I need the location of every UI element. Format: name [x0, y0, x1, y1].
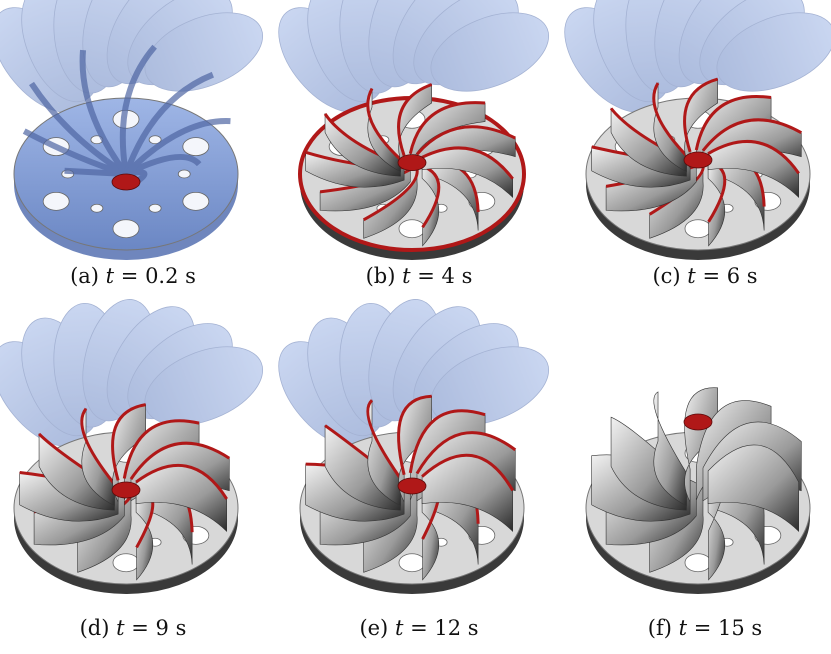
transparent-shroud: [0, 0, 264, 113]
blade-outline: [124, 153, 202, 177]
blade-outline: [123, 71, 214, 176]
deposition-front: [707, 140, 800, 175]
deposition-front: [683, 77, 719, 153]
deposition-front: [80, 407, 116, 486]
impeller-render-b: [278, 0, 550, 260]
hub-top: [397, 477, 427, 495]
hole: [182, 191, 210, 211]
deposition-front: [694, 95, 772, 151]
deposition-front: [135, 464, 228, 500]
panel-c: (c) t = 6 s: [564, 0, 831, 288]
panel-a: (a) t = 0.2 s: [0, 0, 264, 288]
deposition-front: [701, 118, 803, 152]
blue-fin: [144, 12, 264, 92]
hole: [182, 137, 210, 157]
deposition-front: [415, 431, 517, 475]
hole: [148, 135, 162, 145]
panel-b: (b) t = 4 s: [278, 0, 550, 288]
hub-top: [683, 151, 713, 169]
blade: [707, 444, 799, 533]
caption-e: (e) t = 12 s: [359, 616, 479, 640]
blue-fin: [716, 12, 831, 92]
hole: [684, 553, 712, 573]
deposition-front: [408, 409, 486, 474]
hole: [112, 219, 140, 239]
hole: [398, 553, 426, 573]
blade: [653, 391, 687, 507]
deposition-front: [415, 125, 516, 156]
blade-outline: [79, 49, 129, 176]
deposition-front: [111, 403, 146, 481]
caption-c: (c) t = 6 s: [652, 264, 758, 288]
deposition-front: [652, 82, 688, 157]
deposition-front: [397, 83, 433, 157]
caption-d: (d) t = 9 s: [79, 616, 187, 640]
blue-fin: [144, 346, 264, 426]
impeller-render-e: [278, 299, 550, 594]
blades: [19, 403, 231, 581]
caption-a: (a) t = 0.2 s: [70, 264, 196, 288]
transparent-shroud: [278, 0, 550, 113]
hole: [177, 169, 191, 179]
panel-f: (f) t = 15 s: [580, 340, 830, 640]
blade-outline: [119, 44, 157, 175]
deposition-front: [421, 146, 514, 180]
hole: [684, 219, 712, 239]
caption-b: (b) t = 4 s: [365, 264, 473, 288]
hole: [90, 203, 104, 213]
hub-top: [111, 481, 141, 499]
transparent-shroud: [564, 0, 831, 113]
deposition-front: [362, 168, 419, 222]
blue-fin: [430, 12, 550, 92]
blade-outlines: [22, 44, 231, 187]
blades: [591, 77, 803, 247]
deposition-front: [129, 441, 231, 480]
hub-top: [111, 173, 141, 191]
deposition-front: [366, 399, 402, 480]
impeller-render-c: [564, 0, 831, 260]
deposition-front: [408, 101, 486, 155]
panel-e: (e) t = 12 s: [278, 299, 550, 640]
blades: [305, 394, 517, 581]
hole: [112, 553, 140, 573]
blade-outline: [123, 118, 231, 177]
transparent-shroud: [278, 299, 550, 447]
impeller-render-a: [0, 0, 264, 260]
deposition-front: [421, 453, 515, 492]
hole: [398, 219, 426, 239]
transparent-shroud: [0, 299, 264, 447]
hole: [148, 203, 162, 213]
hole: [42, 191, 70, 211]
hub-top: [683, 413, 713, 431]
blue-fin: [430, 346, 550, 426]
panel-d: (d) t = 9 s: [0, 299, 264, 640]
blades: [305, 83, 516, 247]
hub-top: [397, 154, 427, 172]
caption-f: (f) t = 15 s: [647, 616, 763, 640]
deposition-front: [366, 87, 402, 161]
deposition-front: [397, 394, 432, 476]
deposition-front: [122, 419, 200, 479]
impeller-render-f: [585, 387, 811, 594]
blade-outline: [28, 81, 128, 177]
impeller-render-d: [0, 299, 264, 594]
